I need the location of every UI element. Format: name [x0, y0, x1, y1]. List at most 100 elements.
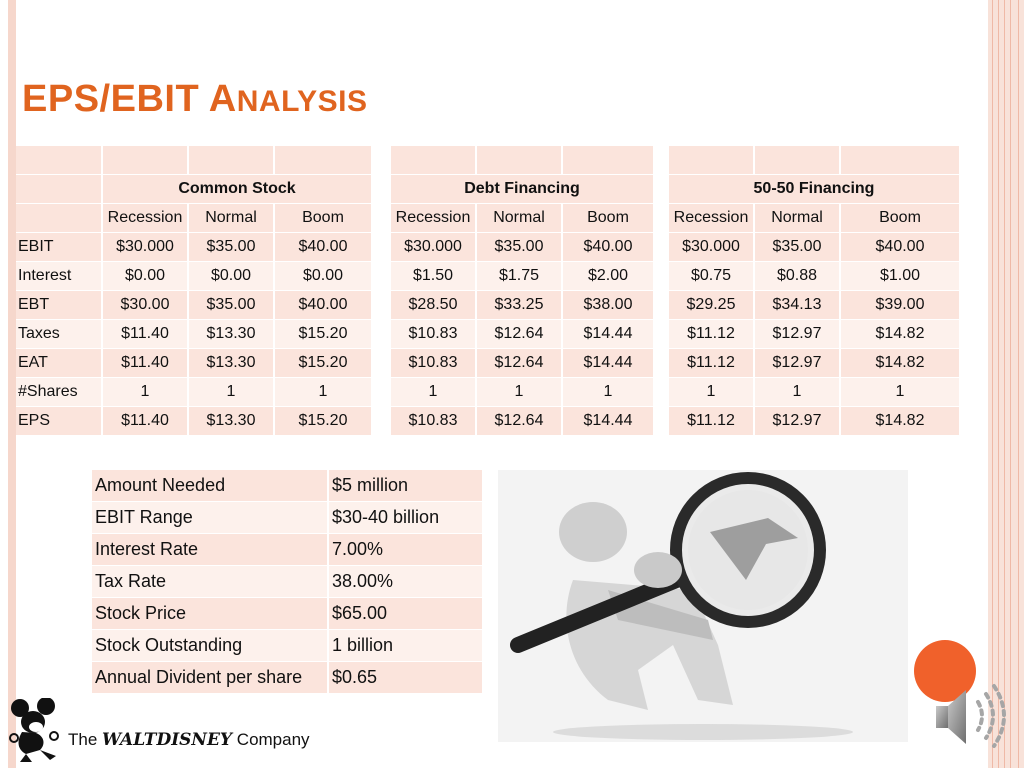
- table-row: EBIT $30.000 $35.00 $40.00 $30.000 $35.00 $40.…: [16, 232, 961, 262]
- table-cell: $39.00: [840, 290, 961, 320]
- table-cell: $0.00: [102, 261, 189, 291]
- table-cell: $40.00: [274, 232, 373, 262]
- table-cell: $11.40: [102, 406, 189, 436]
- table-cell: 1: [274, 377, 373, 407]
- scenario-header: Recession: [102, 203, 189, 233]
- group-header: Common Stock: [102, 174, 373, 204]
- table-row: Interest $0.00 $0.00 $0.00 $1.50 $1.75 $2.00 $0…: [16, 261, 961, 291]
- table-cell: $14.82: [840, 406, 961, 436]
- assumption-row: Stock Outstanding 1 billion: [92, 629, 484, 662]
- scenario-header: Recession: [390, 203, 477, 233]
- magnifying-glass-figure-icon: [498, 470, 908, 742]
- assumption-value: $30-40 billion: [328, 501, 484, 534]
- table-cell: $13.30: [188, 348, 275, 378]
- row-label: EBT: [16, 290, 103, 320]
- table-cell: $14.82: [840, 319, 961, 349]
- financing-table: Common Stock Debt Financing 50-50 Financin…: [16, 146, 961, 436]
- logo-disney: DISNEY: [156, 730, 233, 750]
- table-spacer: [372, 290, 391, 320]
- table-spacer: [654, 290, 669, 320]
- table-spacer: [372, 377, 391, 407]
- table-spacer: [654, 348, 669, 378]
- table-cell: $40.00: [274, 290, 373, 320]
- table-empty-cell: [102, 146, 189, 175]
- assumption-row: Amount Needed $5 million: [92, 470, 484, 502]
- table-cell: $1.50: [390, 261, 477, 291]
- table-header-row: Common Stock Debt Financing 50-50 Financin…: [16, 174, 961, 204]
- table-cell: $10.83: [390, 348, 477, 378]
- disney-logo: [6, 697, 306, 764]
- table-cell: $14.82: [840, 348, 961, 378]
- table-cell: $34.13: [754, 290, 841, 320]
- table-cell: $38.00: [562, 290, 655, 320]
- table-cell: $12.97: [754, 319, 841, 349]
- table-cell: $14.44: [562, 319, 655, 349]
- table-row: Taxes $11.40 $13.30 $15.20 $10.83 $12.64 $14.4…: [16, 319, 961, 349]
- table-cell: $15.20: [274, 406, 373, 436]
- table-spacer: [654, 203, 669, 233]
- table-spacer: [372, 146, 391, 175]
- table-cell: $35.00: [754, 232, 841, 262]
- table-spacer: [654, 232, 669, 262]
- table-header-row: [16, 146, 961, 175]
- assumption-value: $65.00: [328, 597, 484, 630]
- assumption-value: 1 billion: [328, 629, 484, 662]
- assumption-row: Annual Divident per share $0.65: [92, 661, 484, 694]
- table-spacer: [372, 203, 391, 233]
- table-spacer: [372, 174, 391, 204]
- row-label: Taxes: [16, 319, 103, 349]
- table-empty-cell: [476, 146, 563, 175]
- table-empty-cell: [668, 146, 755, 175]
- table-empty-cell: [16, 146, 103, 175]
- table-cell: $12.64: [476, 319, 563, 349]
- slide-title-lead: EPS/EBIT A: [22, 78, 237, 120]
- slide-frame-right: [988, 0, 1024, 768]
- row-label: #Shares: [16, 377, 103, 407]
- table-cell: 1: [188, 377, 275, 407]
- table-cell: $13.30: [188, 406, 275, 436]
- slide-title-rest: NALYSIS: [236, 85, 368, 118]
- table-cell: $29.25: [668, 290, 755, 320]
- table-cell: 1: [476, 377, 563, 407]
- table-cell: $30.000: [668, 232, 755, 262]
- scenario-header: Boom: [274, 203, 373, 233]
- table-cell: 1: [390, 377, 477, 407]
- table-spacer: [654, 261, 669, 291]
- table-cell: $0.00: [274, 261, 373, 291]
- slide-frame-left: [8, 0, 16, 768]
- table-cell: $1.75: [476, 261, 563, 291]
- table-cell: $12.97: [754, 406, 841, 436]
- table-cell: $15.20: [274, 348, 373, 378]
- table-empty-cell: [16, 203, 103, 233]
- assumption-label: EBIT Range: [92, 501, 329, 534]
- logo-suffix: Company: [232, 730, 310, 749]
- table-cell: $12.64: [476, 406, 563, 436]
- disney-wordmark: The WALTDISNEY Company: [68, 730, 310, 750]
- table-empty-cell: [390, 146, 477, 175]
- table-empty-cell: [840, 146, 961, 175]
- table-cell: $11.12: [668, 319, 755, 349]
- table-cell: $13.30: [188, 319, 275, 349]
- table-cell: $14.44: [562, 406, 655, 436]
- table-cell: 1: [668, 377, 755, 407]
- table-spacer: [372, 319, 391, 349]
- speaker-icon[interactable]: [930, 682, 1010, 748]
- table-spacer: [372, 232, 391, 262]
- assumption-row: Interest Rate 7.00%: [92, 533, 484, 566]
- table-cell: 1: [102, 377, 189, 407]
- table-row: EPS $11.40 $13.30 $15.20 $10.83 $12.64 $14.44 $…: [16, 406, 961, 436]
- table-cell: $35.00: [476, 232, 563, 262]
- table-cell: $2.00: [562, 261, 655, 291]
- table-spacer: [372, 406, 391, 436]
- table-cell: $11.12: [668, 406, 755, 436]
- assumption-label: Amount Needed: [92, 470, 329, 502]
- table-cell: $40.00: [562, 232, 655, 262]
- table-spacer: [654, 406, 669, 436]
- scenario-header: Recession: [668, 203, 755, 233]
- mickey-mouse-icon: [9, 697, 59, 762]
- table-cell: $30.000: [102, 232, 189, 262]
- assumption-value: 7.00%: [328, 533, 484, 566]
- scenario-header: Normal: [188, 203, 275, 233]
- table-spacer: [654, 146, 669, 175]
- table-cell: 1: [754, 377, 841, 407]
